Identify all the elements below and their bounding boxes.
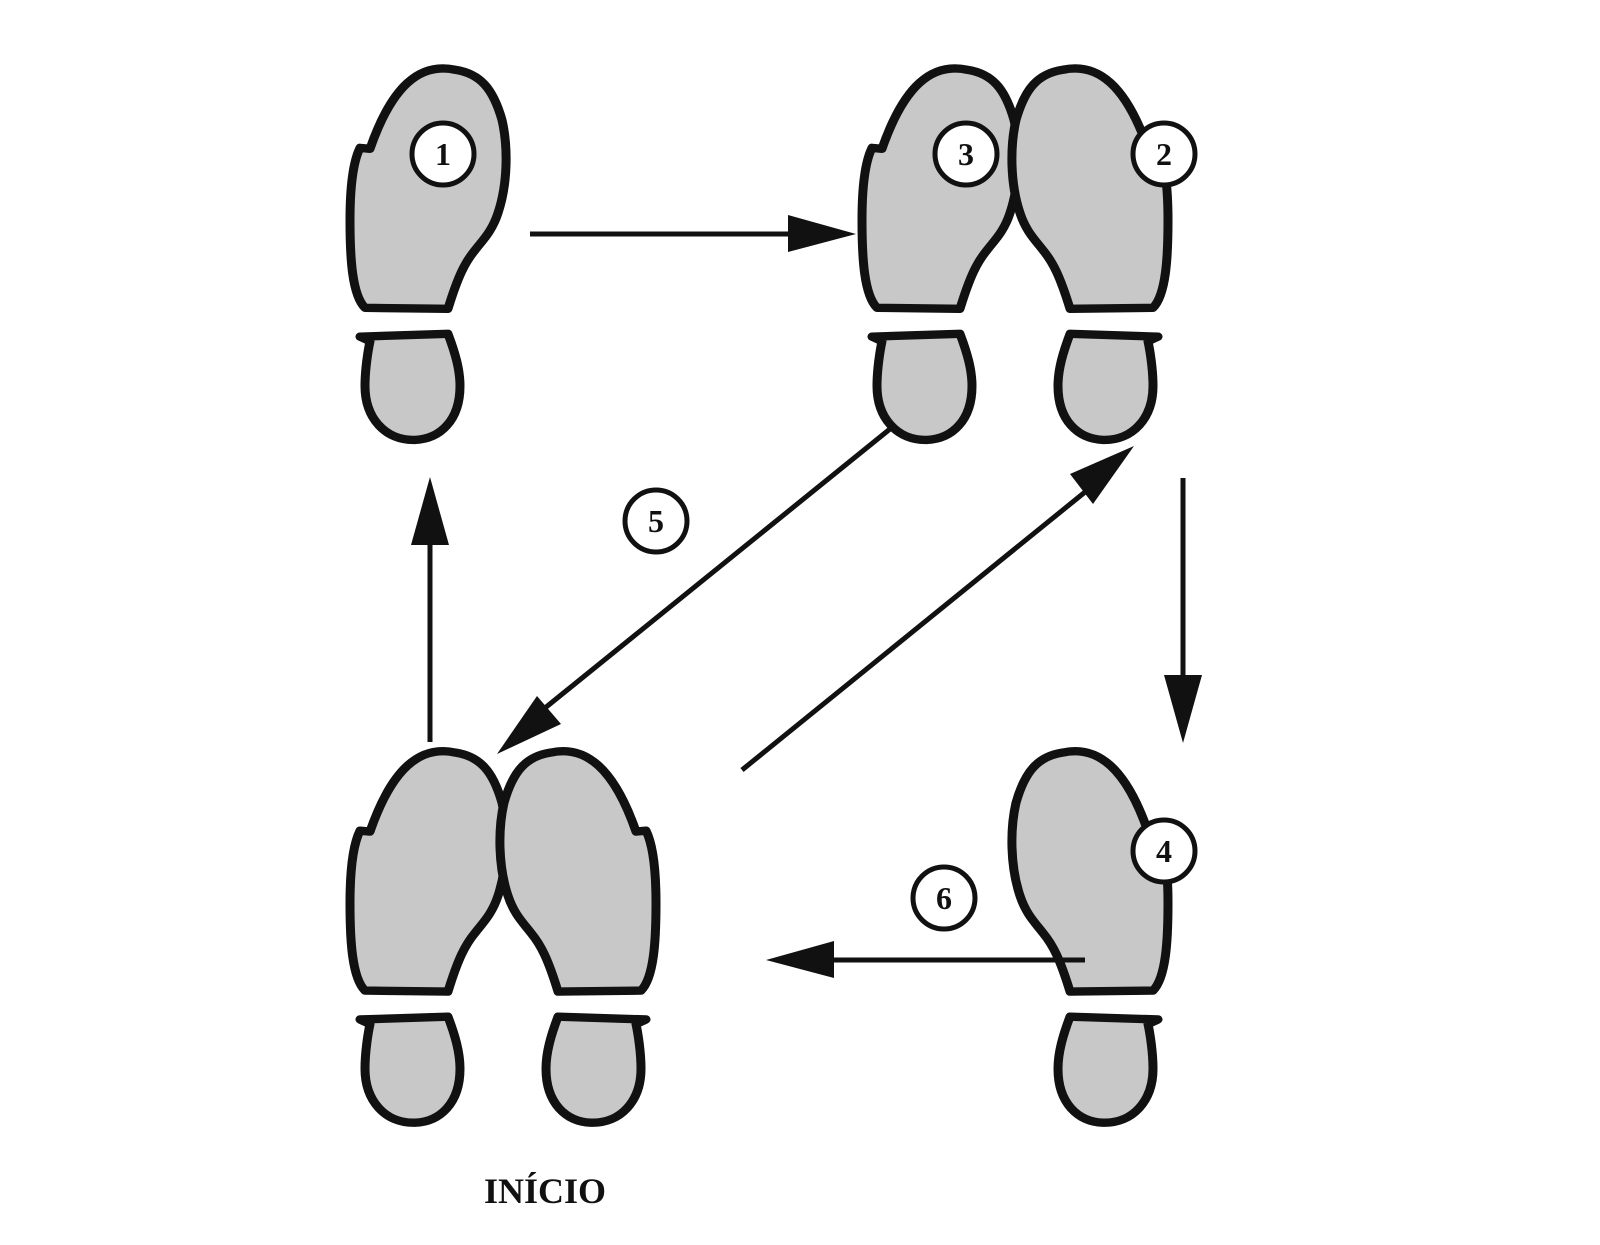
footprint-step-4 (1012, 751, 1168, 1123)
step-badge-1: 1 (409, 120, 477, 188)
arrow-5-diagonal (497, 427, 892, 754)
start-label: INÍCIO (484, 1171, 606, 1211)
step-number-4: 4 (1156, 833, 1172, 869)
step-number-1: 1 (435, 136, 451, 172)
step-badge-3: 3 (932, 120, 1000, 188)
step-badge-4: 4 (1130, 817, 1198, 885)
arrow-4-to-start (766, 941, 1085, 978)
step-number-6: 6 (936, 880, 952, 916)
footprint-start-left (350, 751, 506, 1123)
step-number-5: 5 (648, 503, 664, 539)
step-badge-5: 5 (622, 487, 690, 555)
footprint-start-right (500, 751, 656, 1123)
step-number-2: 2 (1156, 136, 1172, 172)
step-badge-2: 2 (1130, 120, 1198, 188)
footprint-step-2 (1012, 68, 1168, 440)
arrow-start-to-1 (411, 477, 449, 742)
step-badge-6: 6 (910, 864, 978, 932)
footprint-step-3 (862, 68, 1018, 440)
arrow-start-to-2 (740, 446, 1134, 772)
arrow-2-to-4 (1164, 478, 1202, 743)
step-number-3: 3 (958, 136, 974, 172)
arrow-1-to-3 (530, 215, 856, 252)
